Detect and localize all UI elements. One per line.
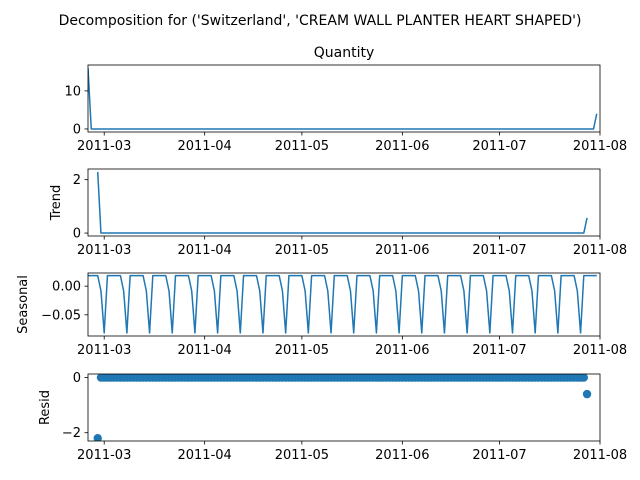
seasonal-ytick-label: −0.05: [41, 308, 81, 323]
trend-ytick-label: 2: [73, 173, 81, 188]
observed-xtick-label: 2011-07: [472, 139, 526, 154]
resid-xtick-label: 2011-06: [375, 448, 429, 463]
seasonal-ytick-label: 0.00: [52, 280, 81, 295]
observed-xtick-label: 2011-08: [573, 139, 627, 154]
trend-ytick-label: 0: [73, 227, 81, 242]
trend-line: [96, 171, 588, 234]
seasonal-ylabel: Seasonal: [16, 275, 31, 334]
resid-xtick-label: 2011-04: [177, 448, 231, 463]
resid-point: [582, 389, 592, 399]
resid-ytick-label: 0: [73, 371, 81, 386]
trend-xtick-label: 2011-05: [275, 243, 329, 258]
resid-point: [579, 374, 588, 382]
panel-resid: 0 −2 2011-03 2011-04 2011-05 2011-06 2011-07 20…: [38, 371, 627, 463]
resid-axes-frame: [87, 373, 601, 442]
seasonal-xtick-label: 2011-04: [177, 343, 231, 358]
trend-xtick-label: 2011-04: [177, 243, 231, 258]
seasonal-xtick-label: 2011-08: [573, 343, 627, 358]
seasonal-xtick-label: 2011-05: [275, 343, 329, 358]
resid-ylabel: Resid: [38, 390, 53, 425]
resid-xtick-label: 2011-05: [275, 448, 329, 463]
trend-xtick-label: 2011-08: [573, 243, 627, 258]
trend-xtick-label: 2011-07: [472, 243, 526, 258]
observed-title: Quantity: [314, 45, 375, 61]
seasonal-xtick-label: 2011-07: [472, 343, 526, 358]
seasonal-series: [88, 274, 597, 334]
seasonal-line: [88, 274, 597, 334]
observed-xtick-label: 2011-06: [375, 139, 429, 154]
panel-trend: 0 2 2011-03 2011-04 2011-05 2011-06 2011-07 201…: [49, 168, 627, 258]
observed-xtick-label: 2011-03: [77, 139, 131, 154]
trend-xtick-label: 2011-03: [77, 243, 131, 258]
trend-xtick-label: 2011-06: [375, 243, 429, 258]
trend-axes-frame: [87, 168, 601, 237]
observed-xtick-label: 2011-05: [275, 139, 329, 154]
panel-observed: 0 10 2011-03 2011-04 2011-05 2011-06 2011-07 20…: [64, 45, 627, 154]
seasonal-xtick-label: 2011-06: [375, 343, 429, 358]
resid-xtick-label: 2011-03: [77, 448, 131, 463]
resid-xtick-label: 2011-08: [573, 448, 627, 463]
observed-line: [88, 68, 598, 130]
observed-xtick-label: 2011-04: [177, 139, 231, 154]
figure-suptitle: Decomposition for ('Switzerland', 'CREAM…: [59, 13, 582, 29]
resid-series: [93, 374, 592, 441]
seasonal-xtick-label: 2011-03: [77, 343, 131, 358]
observed-series: [88, 68, 598, 130]
observed-ytick-label: 0: [73, 122, 81, 137]
trend-series: [96, 171, 588, 234]
observed-axes-frame: [87, 64, 601, 133]
resid-ytick-label: −2: [62, 426, 81, 441]
observed-ytick-label: 10: [64, 84, 81, 99]
seasonal-axes-frame: [87, 272, 601, 337]
resid-xtick-label: 2011-07: [472, 448, 526, 463]
resid-point: [93, 434, 102, 441]
trend-ylabel: Trend: [49, 185, 64, 222]
panel-seasonal: 0.00 −0.05 2011-03 2011-04 2011-05 2011-06 201…: [16, 272, 627, 358]
